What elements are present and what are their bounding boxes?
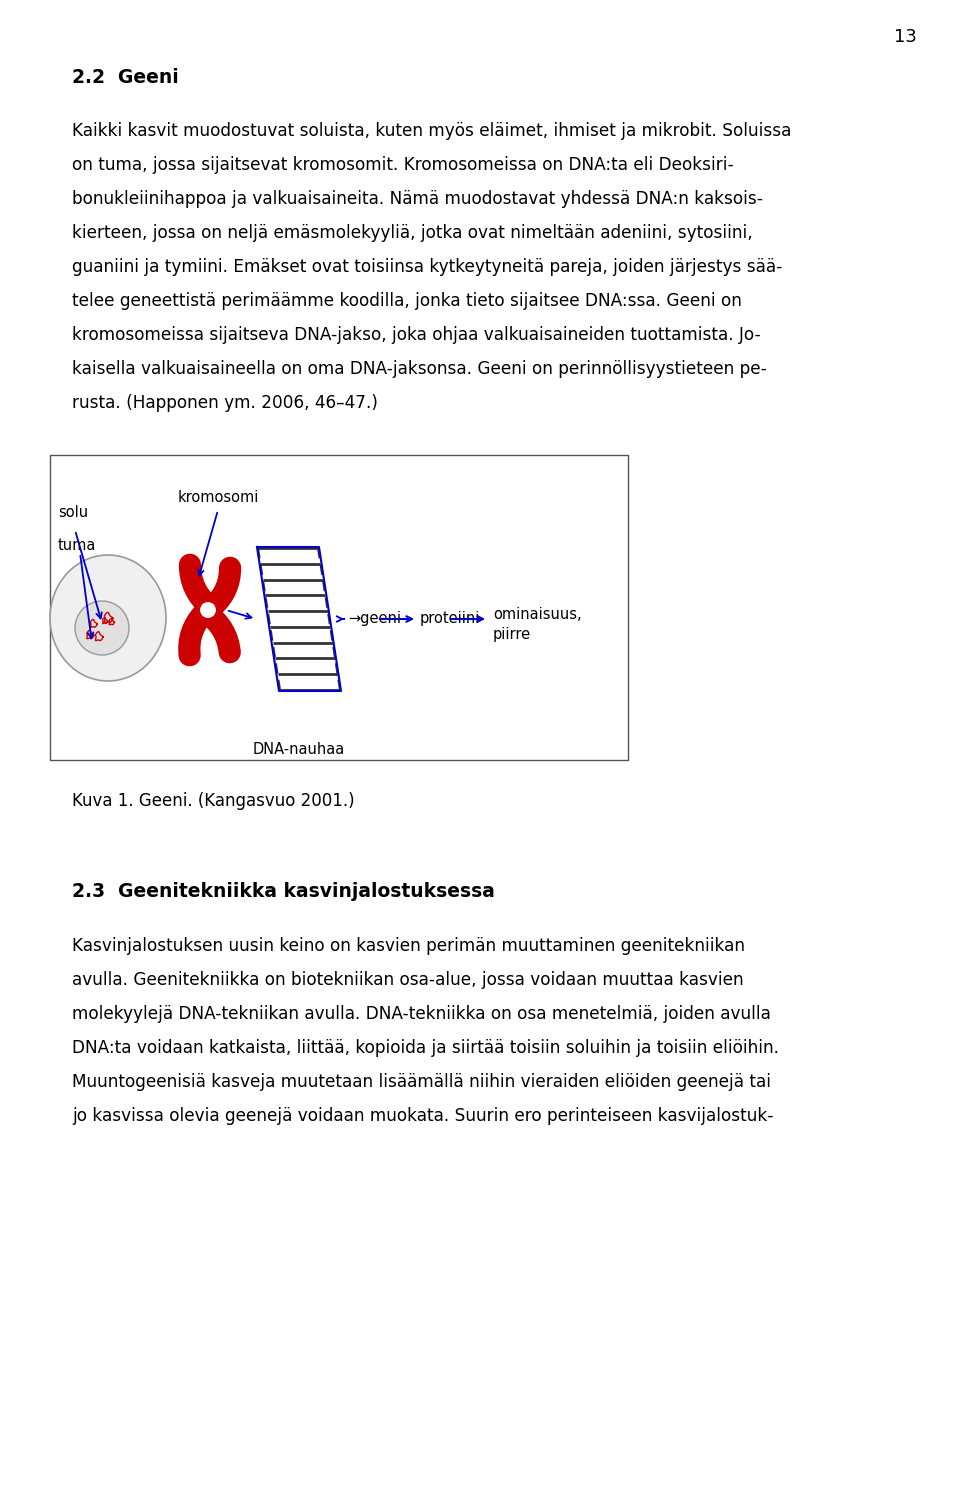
Text: avulla. Geenitekniikka on biotekniikan osa-alue, jossa voidaan muuttaa kasvien: avulla. Geenitekniikka on biotekniikan o… <box>72 970 744 988</box>
Text: bonukleiinihappoa ja valkuaisaineita. Nämä muodostavat yhdessä DNA:n kaksois-: bonukleiinihappoa ja valkuaisaineita. Nä… <box>72 190 763 208</box>
Text: →geeni: →geeni <box>348 612 401 627</box>
Text: molekyylejä DNA-tekniikan avulla. DNA-tekniikka on osa menetelmiä, joiden avulla: molekyylejä DNA-tekniikan avulla. DNA-te… <box>72 1005 771 1023</box>
Text: Kasvinjalostuksen uusin keino on kasvien perimän muuttaminen geenitekniikan: Kasvinjalostuksen uusin keino on kasvien… <box>72 938 745 956</box>
Text: tuma: tuma <box>58 538 96 554</box>
Text: piirre: piirre <box>493 627 531 642</box>
Text: jo kasvissa olevia geenejä voidaan muokata. Suurin ero perinteiseen kasvijalostu: jo kasvissa olevia geenejä voidaan muoka… <box>72 1107 774 1125</box>
Text: Muuntogeenisiä kasveja muutetaan lisäämällä niihin vieraiden eliöiden geenejä ta: Muuntogeenisiä kasveja muutetaan lisäämä… <box>72 1072 771 1090</box>
Text: rusta. (Happonen ym. 2006, 46–47.): rusta. (Happonen ym. 2006, 46–47.) <box>72 394 378 412</box>
Text: Kaikki kasvit muodostuvat soluista, kuten myös eläimet, ihmiset ja mikrobit. Sol: Kaikki kasvit muodostuvat soluista, kute… <box>72 122 791 140</box>
Circle shape <box>199 602 217 619</box>
Bar <box>50 454 628 760</box>
Text: kaisella valkuaisaineella on oma DNA-jaksonsa. Geeni on perinnöllisyystieteen pe: kaisella valkuaisaineella on oma DNA-jak… <box>72 360 767 378</box>
Text: 2.3  Geenitekniikka kasvinjalostuksessa: 2.3 Geenitekniikka kasvinjalostuksessa <box>72 882 494 902</box>
Ellipse shape <box>50 555 166 681</box>
Text: proteiini: proteiini <box>420 612 480 627</box>
Text: DNA:ta voidaan katkaista, liittää, kopioida ja siirtää toisiin soluihin ja toisi: DNA:ta voidaan katkaista, liittää, kopio… <box>72 1040 779 1058</box>
Text: 13: 13 <box>894 28 917 46</box>
Text: 2.2  Geeni: 2.2 Geeni <box>72 68 179 87</box>
Text: solu: solu <box>58 506 88 520</box>
Text: on tuma, jossa sijaitsevat kromosomit. Kromosomeissa on DNA:ta eli Deoksiri-: on tuma, jossa sijaitsevat kromosomit. K… <box>72 156 733 174</box>
Text: guaniini ja tymiini. Emäkset ovat toisiinsa kytkeytyneitä pareja, joiden järjest: guaniini ja tymiini. Emäkset ovat toisii… <box>72 258 782 276</box>
Text: DNA-nauhaa: DNA-nauhaa <box>252 742 346 758</box>
Text: kromosomi: kromosomi <box>178 490 259 506</box>
Text: ominaisuus,: ominaisuus, <box>493 608 582 622</box>
Text: telee geneettistä perimäämme koodilla, jonka tieto sijaitsee DNA:ssa. Geeni on: telee geneettistä perimäämme koodilla, j… <box>72 292 742 310</box>
Text: kierteen, jossa on neljä emäsmolekyyliä, jotka ovat nimeltään adeniini, sytosiin: kierteen, jossa on neljä emäsmolekyyliä,… <box>72 224 753 242</box>
Ellipse shape <box>75 602 129 656</box>
Text: Kuva 1. Geeni. (Kangasvuo 2001.): Kuva 1. Geeni. (Kangasvuo 2001.) <box>72 792 354 810</box>
Text: kromosomeissa sijaitseva DNA-jakso, joka ohjaa valkuaisaineiden tuottamista. Jo-: kromosomeissa sijaitseva DNA-jakso, joka… <box>72 326 760 344</box>
